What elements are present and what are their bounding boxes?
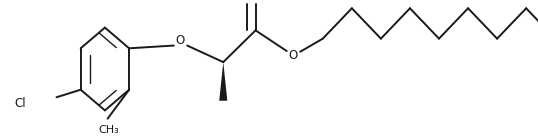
Text: O: O <box>288 49 298 62</box>
Text: O: O <box>175 34 185 47</box>
Text: O: O <box>251 0 260 1</box>
Polygon shape <box>220 62 227 101</box>
Text: Cl: Cl <box>14 97 26 110</box>
Text: CH₃: CH₃ <box>99 125 119 135</box>
